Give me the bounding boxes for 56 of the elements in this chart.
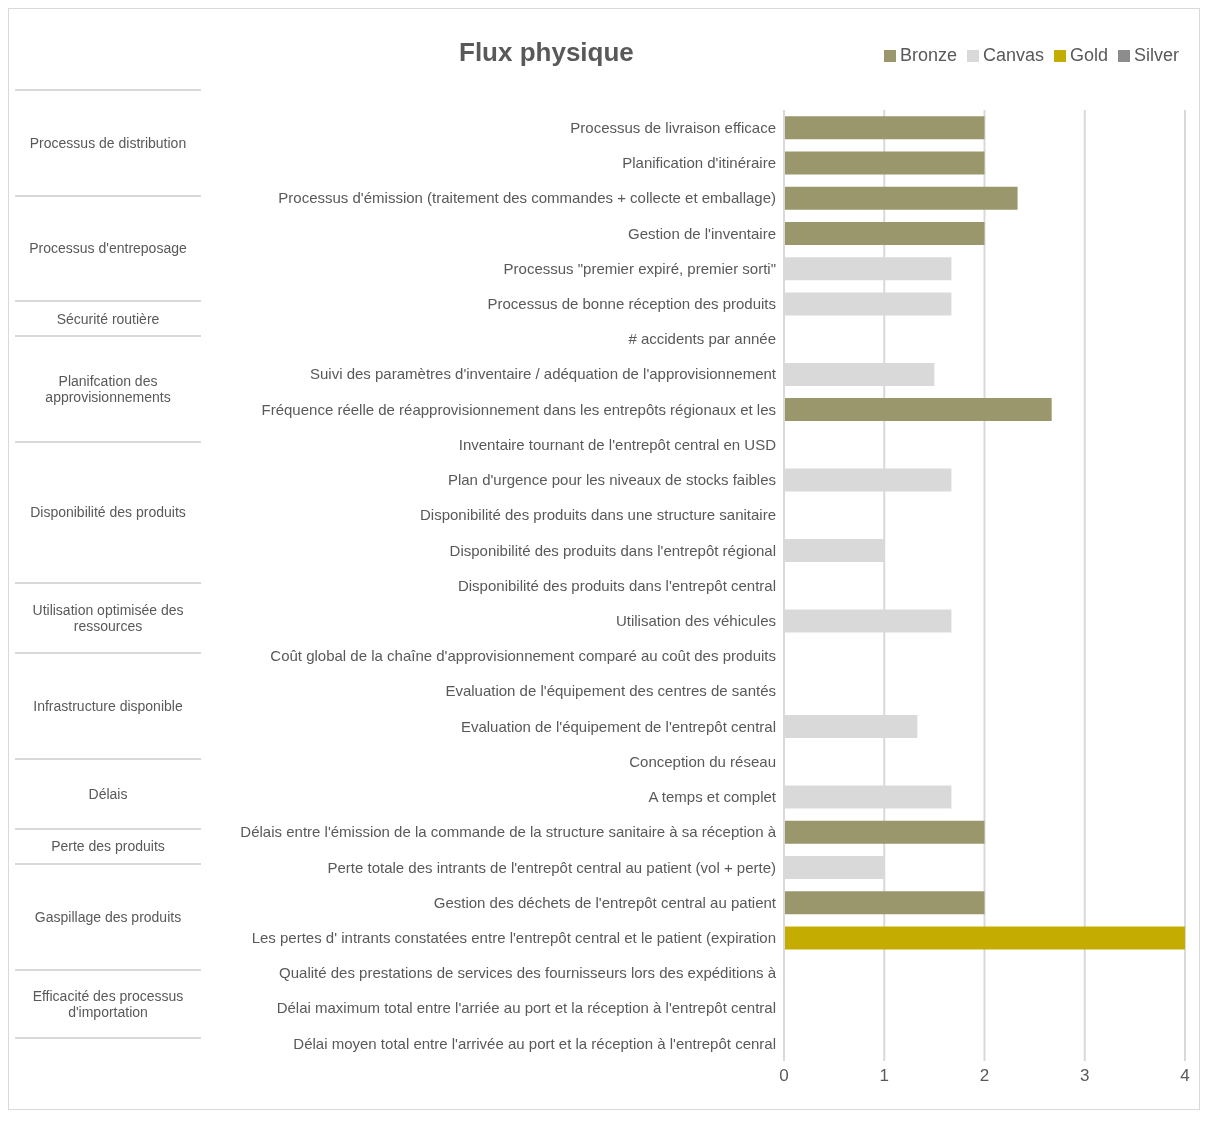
y-tick-label: A temps et complet xyxy=(648,788,777,806)
y-tick-label: Utilisation des véhicules xyxy=(615,612,776,630)
y-tick-label: Suivi des paramètres d'inventaire / adéquation de l'approvisionnement xyxy=(309,365,777,383)
bar xyxy=(784,398,1052,422)
y-tick-label: Délai moyen total entre l'arrivée au port et la réception à l'entrepôt cenral xyxy=(293,1034,776,1052)
legend-label: Silver xyxy=(1133,45,1179,65)
text: Gaspillage des produits xyxy=(34,908,182,925)
bar xyxy=(784,151,985,175)
legend-label: Canvas xyxy=(982,45,1044,65)
y-tick-label: Perte totale des intrants de l'entrepôt central au patient (vol + perte) xyxy=(327,858,776,876)
x-tick-label: 3 xyxy=(1080,1066,1090,1086)
text: Flux physique xyxy=(459,37,634,68)
y-tick-label: Disponibilité des produits dans l'entrepôt central xyxy=(457,576,776,594)
bar xyxy=(784,926,1185,950)
y-tick-label: Processus de livraison efficace xyxy=(570,118,776,136)
bar xyxy=(784,222,985,246)
y-tick-label: Gestion de l'inventaire xyxy=(628,224,776,242)
y-tick-label: Coût global de la chaîne d'approvisionnement comparé au coût des produits xyxy=(270,647,776,665)
y-tick-label: Processus "premier expiré, premier sorti" xyxy=(503,259,776,277)
text: Délais xyxy=(88,785,128,802)
y-tick-label: # accidents par année xyxy=(628,330,776,348)
text: Utilisation optimisée des ressources xyxy=(31,601,185,634)
y-tick-label: Inventaire tournant de l'entrepôt central en USD xyxy=(458,435,777,453)
x-tick-label: 0 xyxy=(779,1066,789,1086)
y-tick-label: Conception du réseau xyxy=(629,752,776,770)
y-tick-label: Les pertes d' intrants constatées entre l'entrepôt central et le patient (expiration xyxy=(251,929,776,947)
bar xyxy=(784,891,985,915)
text: Planifcation des approvisionnements xyxy=(44,373,172,406)
y-tick-label: Planification d'itinéraire xyxy=(622,154,776,172)
x-tick-label: 2 xyxy=(979,1066,990,1086)
text: Efficacité des processus d'importation xyxy=(31,987,185,1020)
y-tick-label: Délai maximum total entre l'arriée au port et la réception à l'entrepôt central xyxy=(276,999,776,1017)
text: Perte des produits xyxy=(51,838,165,855)
bar xyxy=(784,116,985,140)
y-tick-label: Délais entre l'émission de la commande de la structure sanitaire à sa réception à xyxy=(240,823,777,841)
y-tick-label: Disponibilité des produits dans l'entrepôt régional xyxy=(449,541,776,559)
text: Infrastructure disponible xyxy=(33,697,183,714)
y-tick-label: Disponibilité des produits dans une structure sanitaire xyxy=(419,506,776,524)
x-tick-label: 4 xyxy=(1180,1066,1190,1086)
bar xyxy=(784,820,985,844)
y-tick-label: Fréquence réelle de réapprovisionnement dans les entrepôts régionaux et les xyxy=(261,400,776,418)
y-tick-label: Processus d'émission (traitement des commandes + collecte et emballage) xyxy=(278,189,776,207)
legend-label: Gold xyxy=(1069,45,1108,65)
y-tick-label: Gestion des déchets de l'entrepôt central au patient xyxy=(433,893,777,911)
y-tick-label: Processus de bonne réception des produits xyxy=(487,295,776,313)
x-tick-label: 1 xyxy=(879,1066,889,1086)
y-tick-label: Plan d'urgence pour les niveaux de stocks faibles xyxy=(447,471,776,489)
legend-label: Bronze xyxy=(899,45,957,65)
text: Disponibilité des produits xyxy=(30,504,186,521)
bar xyxy=(784,186,1018,210)
text: Sécurité routière xyxy=(56,310,160,327)
y-tick-label: Evaluation de l'équipement des centres de santés xyxy=(445,682,776,700)
y-tick-label: Qualité des prestations de services des fournisseurs lors des expéditions à xyxy=(279,964,777,982)
y-tick-label: Evaluation de l'équipement de l'entrepôt central xyxy=(460,717,776,735)
text: Processus de distribution xyxy=(29,134,187,151)
text: Processus d'entreposage xyxy=(29,240,187,257)
